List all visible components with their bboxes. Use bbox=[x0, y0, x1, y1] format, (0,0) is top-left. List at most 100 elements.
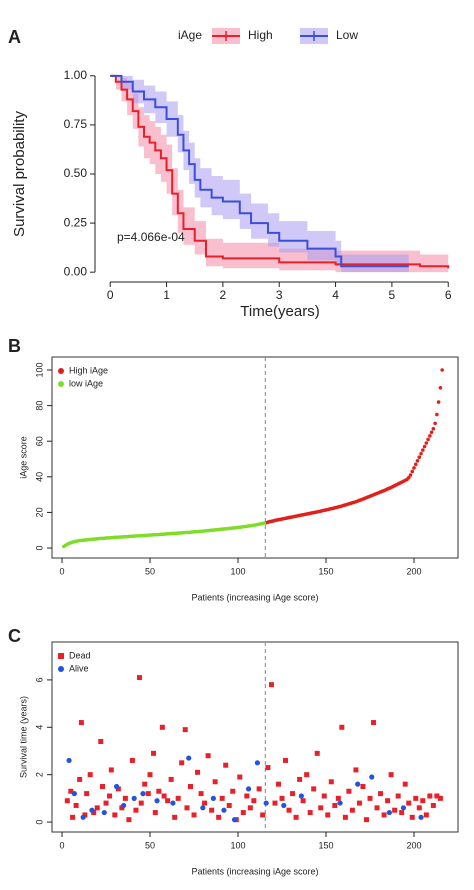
point bbox=[91, 810, 97, 816]
point bbox=[332, 802, 338, 808]
point bbox=[131, 795, 137, 801]
point bbox=[371, 720, 377, 726]
point bbox=[321, 793, 327, 799]
point bbox=[98, 739, 104, 745]
point bbox=[415, 458, 420, 463]
point bbox=[223, 762, 229, 768]
y-tick-label: 80 bbox=[34, 401, 44, 411]
point bbox=[107, 793, 113, 799]
legend-marker bbox=[58, 653, 64, 659]
point bbox=[355, 781, 361, 787]
x-tick-label: 200 bbox=[406, 840, 421, 850]
point bbox=[89, 807, 95, 813]
y-tick-label: 0.75 bbox=[64, 117, 88, 131]
x-tick-label: 50 bbox=[145, 840, 155, 850]
point bbox=[198, 791, 204, 797]
plot-frame bbox=[51, 641, 459, 833]
point bbox=[430, 802, 436, 808]
point bbox=[184, 805, 190, 811]
x-tick-label: 150 bbox=[318, 566, 333, 576]
point bbox=[272, 800, 278, 806]
point bbox=[70, 814, 76, 820]
annotation: p=4.066e-04 bbox=[117, 230, 185, 244]
point bbox=[161, 793, 167, 799]
y-tick-label: 2 bbox=[34, 772, 44, 777]
survival-curve bbox=[110, 74, 409, 268]
point bbox=[395, 793, 401, 799]
x-tick-label: 6 bbox=[445, 288, 452, 302]
point bbox=[159, 724, 165, 730]
point bbox=[145, 791, 151, 797]
point bbox=[353, 767, 359, 773]
panel-label: A bbox=[8, 27, 21, 47]
point bbox=[419, 451, 423, 456]
point bbox=[168, 776, 174, 782]
point bbox=[427, 793, 433, 799]
survival-curve bbox=[110, 74, 450, 269]
x-tick-label: 0 bbox=[60, 566, 65, 576]
point bbox=[226, 802, 232, 808]
y-tick-label: 6 bbox=[34, 677, 44, 682]
point bbox=[237, 774, 243, 780]
legend-label: Low bbox=[336, 28, 358, 42]
point bbox=[339, 724, 345, 730]
point bbox=[240, 810, 246, 816]
panel-label: B bbox=[8, 336, 21, 356]
point bbox=[416, 805, 422, 811]
point bbox=[133, 807, 139, 813]
point bbox=[73, 802, 79, 808]
point bbox=[138, 800, 144, 806]
point bbox=[367, 795, 373, 801]
point bbox=[281, 802, 287, 809]
point bbox=[412, 466, 416, 470]
legend-cross bbox=[221, 31, 231, 41]
point bbox=[156, 788, 162, 794]
point bbox=[392, 807, 398, 813]
point bbox=[251, 798, 257, 804]
legend-label: High iAge bbox=[69, 365, 108, 375]
point bbox=[256, 786, 262, 792]
point bbox=[77, 776, 83, 782]
point bbox=[400, 805, 407, 811]
point bbox=[421, 448, 425, 452]
point bbox=[71, 791, 77, 797]
point bbox=[307, 810, 313, 816]
point bbox=[304, 772, 310, 778]
point bbox=[200, 805, 206, 811]
point bbox=[112, 812, 118, 818]
point bbox=[263, 800, 269, 806]
point bbox=[325, 812, 331, 818]
legend-marker bbox=[58, 381, 64, 387]
point bbox=[300, 798, 306, 804]
point bbox=[378, 791, 384, 797]
x-axis-title: Patients (increasing iAge score) bbox=[191, 866, 318, 876]
point bbox=[417, 455, 422, 460]
point bbox=[221, 807, 227, 813]
point bbox=[121, 802, 127, 809]
point bbox=[431, 426, 436, 431]
confidence-band bbox=[110, 75, 449, 273]
point bbox=[87, 772, 93, 778]
y-tick-label: 60 bbox=[34, 436, 44, 446]
point bbox=[422, 444, 427, 449]
point bbox=[435, 412, 439, 417]
x-tick-label: 0 bbox=[60, 840, 65, 850]
y-tick-label: 0.00 bbox=[64, 264, 88, 278]
x-axis-title: Time(years) bbox=[240, 303, 319, 320]
point bbox=[126, 817, 132, 823]
point bbox=[399, 810, 405, 816]
point bbox=[433, 421, 437, 426]
point bbox=[428, 434, 432, 438]
point bbox=[346, 788, 352, 794]
x-tick-label: 150 bbox=[318, 840, 333, 850]
point bbox=[356, 800, 362, 806]
y-tick-label: 1.00 bbox=[64, 68, 88, 82]
point bbox=[179, 760, 185, 766]
x-tick-label: 0 bbox=[107, 288, 114, 302]
x-tick-label: 2 bbox=[220, 288, 227, 302]
y-axis-title: Survival probability bbox=[11, 111, 28, 237]
point bbox=[402, 781, 408, 787]
point bbox=[170, 800, 176, 806]
point bbox=[262, 521, 267, 525]
point bbox=[68, 788, 74, 794]
